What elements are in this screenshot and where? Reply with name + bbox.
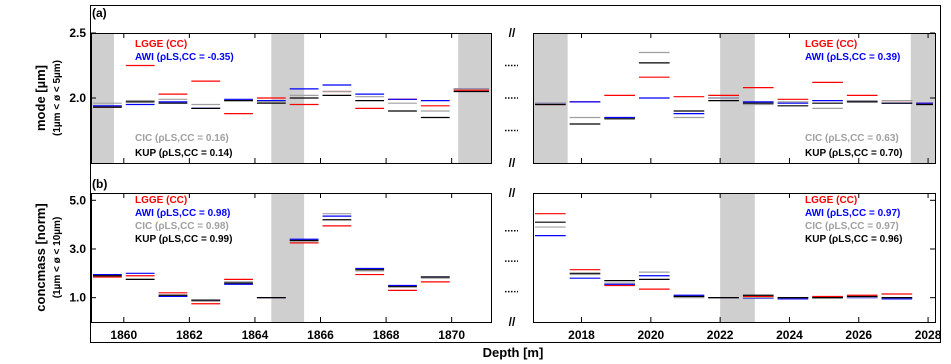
- x-tick-label: 1860: [110, 328, 137, 342]
- axis-break-mark: //: [509, 186, 516, 200]
- plot-box: [533, 193, 936, 323]
- x-tick-label: 2020: [637, 328, 664, 342]
- x-tick-label: 1864: [242, 328, 269, 342]
- panel-tag: (a): [92, 6, 107, 20]
- shaded-band: [720, 193, 755, 322]
- x-tick-label: 2028: [915, 328, 942, 342]
- shaded-band: [533, 33, 568, 163]
- panel-b: // // 1.0 3.0 5.0 concmass [norm] (1µm < ø < 1…: [33, 177, 936, 329]
- figure-frame: [90, 5, 941, 343]
- legend-entry-cic: CIC (ρLS,CC = 0.16): [135, 133, 229, 144]
- x-tick-label: 2024: [776, 328, 803, 342]
- y-tick-label: 2.5: [69, 26, 86, 40]
- x-tick-label: 2022: [707, 328, 734, 342]
- y-axis-subtitle: (1µm < ø < 5µm): [52, 60, 63, 136]
- legend-entry-cic: CIC (ρLS,CC = 0.97): [805, 221, 899, 232]
- y-tick-label: 3.0: [69, 242, 86, 256]
- panel-a: // // 2.0 2.5 mode [µm] (1µm < ø < 5µm) (a) LGG…: [33, 6, 936, 170]
- y-axis-title: mode [µm]: [33, 65, 48, 131]
- legend-entry-awi: AWI (ρLS,CC = -0.35): [135, 52, 234, 63]
- legend-entry-awi: AWI (ρLS,CC = 0.39): [805, 52, 900, 63]
- axis-break-gap: [492, 190, 532, 325]
- y-tick-label: 5.0: [69, 193, 86, 207]
- plot-box: [91, 193, 492, 323]
- axis-break-mark: //: [509, 315, 516, 329]
- shaded-band: [458, 33, 491, 163]
- plot-box: [533, 33, 936, 164]
- shaded-band: [91, 33, 114, 163]
- legend-entry-lgge: LGGE (CC): [135, 195, 187, 206]
- legend-entry-kup: KUP (ρLS,CC = 0.96): [805, 234, 902, 245]
- x-axis: 1860 1862 1864 1866 1868 1870 2018 2020 2022 2024…: [110, 33, 942, 342]
- x-axis-title: Depth [m]: [483, 345, 544, 360]
- y-axis-title: concmass [norm]: [33, 203, 48, 311]
- x-tick-label: 1870: [438, 328, 465, 342]
- legend-entry-cic: CIC (ρLS,CC = 0.63): [805, 133, 899, 144]
- legend-entry-lgge: LGGE (CC): [805, 195, 857, 206]
- panel-tag: (b): [92, 177, 107, 191]
- legend-entry-lgge: LGGE (CC): [805, 39, 857, 50]
- legend-entry-kup: KUP (ρLS,CC = 0.70): [805, 148, 902, 159]
- shaded-band: [271, 193, 305, 322]
- y-tick-label: 2.0: [69, 91, 86, 105]
- y-tick-label: 1.0: [69, 291, 86, 305]
- axis-break-mark: //: [509, 26, 516, 40]
- x-tick-label: 1868: [373, 328, 400, 342]
- x-tick-label: 2026: [845, 328, 872, 342]
- y-axis-subtitle: (1µm < ø < 10µm): [52, 217, 63, 299]
- legend-entry-kup: KUP (ρLS,CC = 0.14): [135, 148, 232, 159]
- legend-entry-cic: CIC (ρLS,CC = 0.98): [135, 221, 229, 232]
- legend-entry-lgge: LGGE (CC): [135, 39, 187, 50]
- axis-break-mark: //: [509, 156, 516, 170]
- legend-entry-awi: AWI (ρLS,CC = 0.97): [805, 208, 900, 219]
- x-tick-label: 1866: [307, 328, 334, 342]
- legend-entry-awi: AWI (ρLS,CC = 0.98): [135, 208, 230, 219]
- x-tick-label: 2018: [568, 328, 595, 342]
- legend-entry-kup: KUP (ρLS,CC = 0.99): [135, 234, 232, 245]
- x-tick-label: 1862: [176, 328, 203, 342]
